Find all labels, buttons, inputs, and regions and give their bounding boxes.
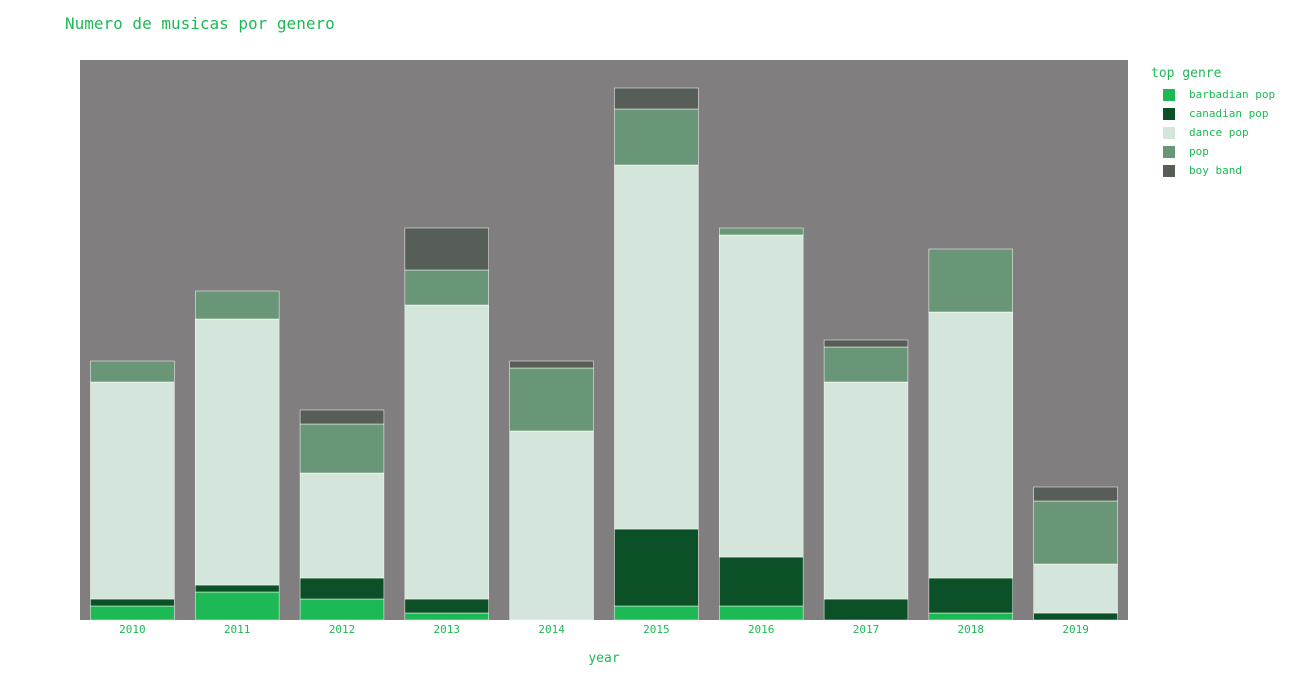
x-tick-label: 2019 [1062,623,1089,636]
bar-2015-dance-pop [614,164,699,530]
bar-2019-dance-pop [1033,563,1118,614]
x-axis-title: year [588,651,619,666]
bar-2016-barbadian-pop [719,605,804,621]
x-tick-label: 2014 [538,623,565,636]
bar-2015-pop [614,108,699,166]
bar-2010-pop [90,360,175,383]
bar-layer [90,87,1118,621]
bar-2015-canadian-pop [614,528,699,607]
bar-2012-barbadian-pop [299,598,385,621]
bar-2014-boy-band [509,360,594,369]
legend-swatch [1163,88,1175,101]
legend-label: dance pop [1189,126,1249,139]
bar-2013-dance-pop [404,304,489,600]
bar-2011-pop [195,290,280,320]
x-tick-label: 2010 [119,623,146,636]
x-tick-label: 2017 [853,623,880,636]
bar-2010-canadian-pop [90,598,175,607]
legend-label: barbadian pop [1189,88,1276,101]
x-tick-label: 2013 [434,623,461,636]
legend-item[interactable]: dance pop [1151,123,1275,142]
legend-label: boy band [1189,164,1242,177]
bar-2012-dance-pop [299,472,385,579]
bar-2015-barbadian-pop [614,605,699,621]
legend-swatch [1163,126,1175,139]
bar-2013-boy-band [404,227,489,271]
bar-2018-dance-pop [928,311,1013,579]
legend-label: canadian pop [1189,107,1269,120]
legend-item[interactable]: pop [1151,142,1275,161]
bar-2019-boy-band [1033,486,1118,502]
bar-2015-boy-band [614,87,699,110]
bar-2016-dance-pop [719,234,804,558]
legend-item[interactable]: boy band [1151,161,1275,180]
bar-2017-pop [823,346,909,383]
bar-2019-canadian-pop [1033,612,1118,621]
bar-2018-pop [928,248,1013,313]
bar-2012-canadian-pop [299,577,385,600]
x-tick-label: 2015 [643,623,670,636]
x-tick-label: 2012 [329,623,356,636]
legend-items: barbadian pop canadian pop dance pop pop boy… [1151,85,1275,180]
bar-2012-pop [299,423,385,474]
legend-title: top genre [1151,66,1222,81]
bar-2010-dance-pop [90,381,175,600]
bar-2011-dance-pop [195,318,280,586]
legend-label: pop [1189,145,1209,158]
bar-2013-canadian-pop [404,598,489,614]
bar-2017-canadian-pop [823,598,909,621]
bar-2018-barbadian-pop [928,612,1013,621]
bar-2018-canadian-pop [928,577,1013,614]
legend-swatch [1163,145,1175,158]
legend-item[interactable]: barbadian pop [1151,85,1275,104]
bar-2017-dance-pop [823,381,909,600]
bar-2016-canadian-pop [719,556,804,607]
bar-2014-dance-pop [509,430,594,621]
chart-title: Numero de musicas por genero [65,14,335,33]
bar-2014-pop [509,367,594,432]
legend-item[interactable]: canadian pop [1151,104,1275,123]
bar-2011-canadian-pop [195,584,280,593]
bar-2011-barbadian-pop [195,591,280,621]
x-tick-label: 2018 [958,623,985,636]
x-tick-label: 2011 [224,623,251,636]
bar-2013-pop [404,269,489,306]
bar-2019-pop [1033,500,1118,565]
x-tick-label: 2016 [748,623,775,636]
x-axis-ticks: 2010 2011 2012 2013 2014 2015 2016 2017 2018 2019 [119,623,1089,636]
legend-swatch [1163,164,1175,177]
legend: top genre barbadian pop canadian pop dance… [1151,66,1275,180]
bar-2016-pop [719,227,804,236]
bar-2010-barbadian-pop [90,605,175,621]
bar-2017-boy-band [823,339,909,348]
bar-2013-barbadian-pop [404,612,489,621]
legend-swatch [1163,107,1175,120]
bar-2012-boy-band [299,409,385,425]
